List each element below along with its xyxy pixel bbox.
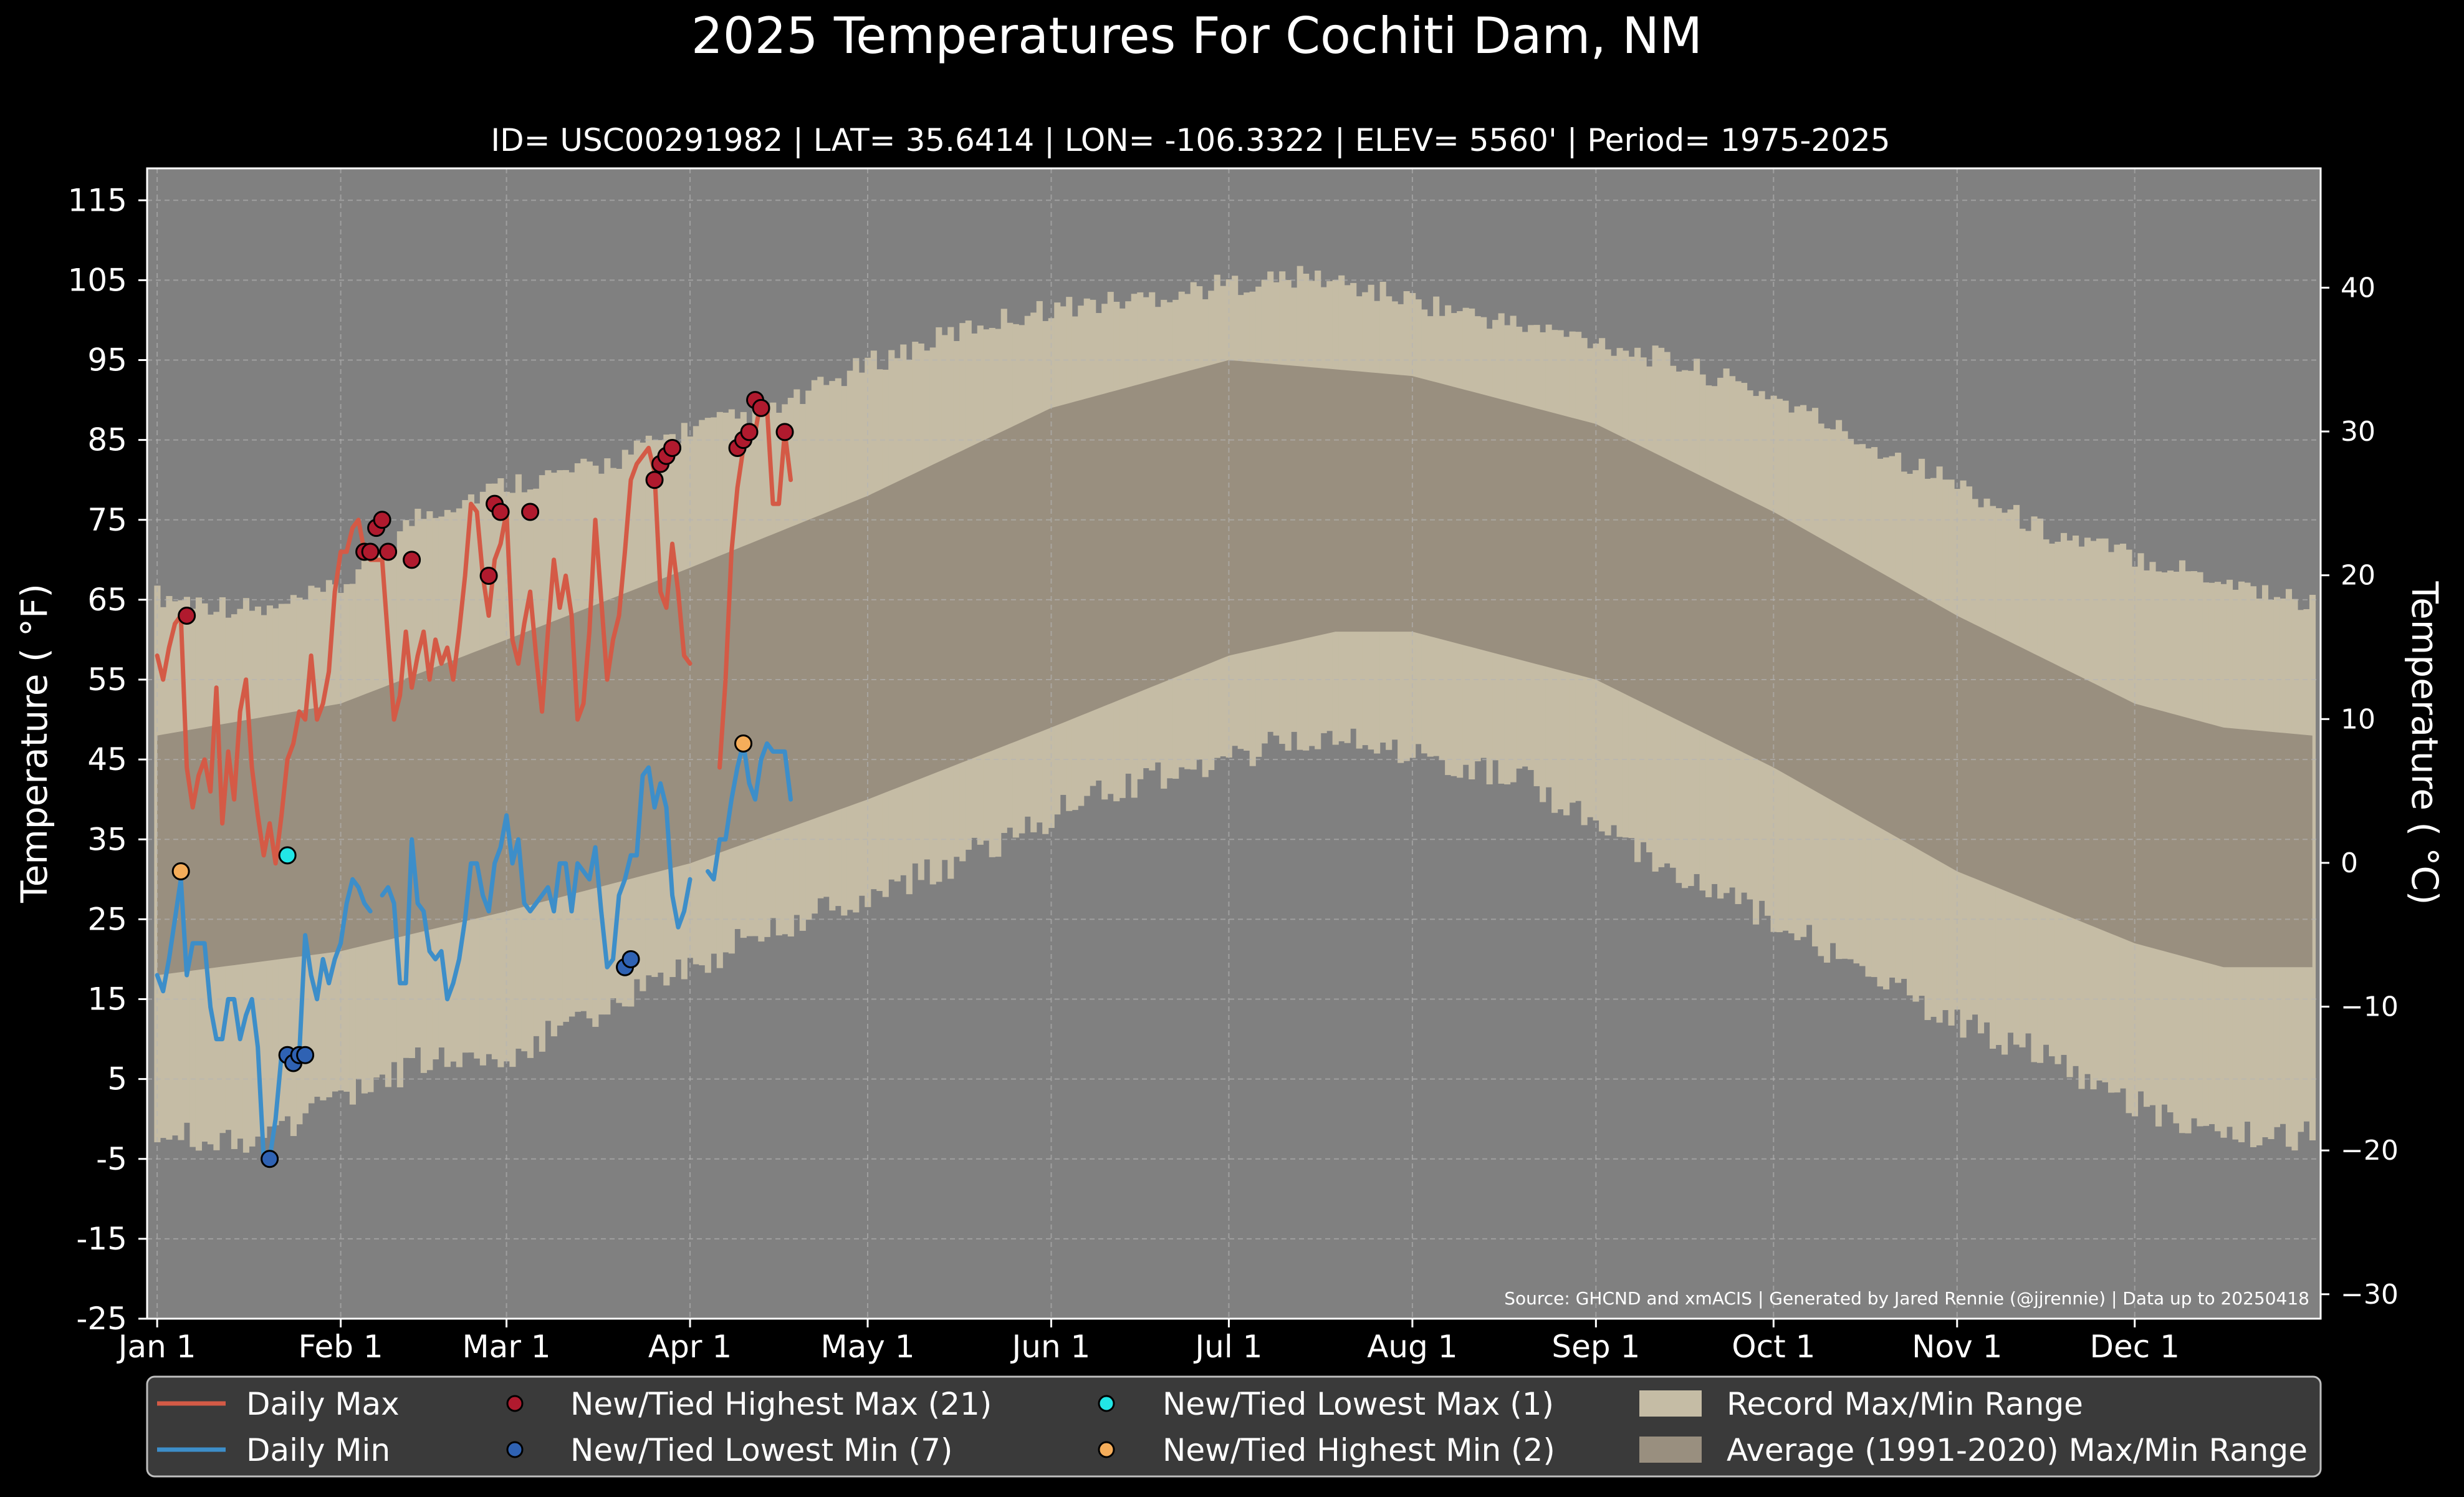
x-tick-label: Jul 1 (1193, 1329, 1262, 1365)
highest-max-marker (491, 503, 510, 521)
legend-daily-max-label: Daily Max (246, 1386, 400, 1422)
lowest-min-marker (261, 1150, 279, 1168)
right-y-axis: −30 −20 −10 0 10 20 30 40 (2321, 272, 2399, 1311)
x-axis: Jan 1 Feb 1 Mar 1 Apr 1 May 1 Jun 1 Jul 1 Aug 1… (117, 1319, 2180, 1365)
highest-max-marker (752, 398, 770, 417)
x-tick-label: Mar 1 (463, 1329, 551, 1365)
lowest-min-marker (621, 950, 640, 968)
legend-highest-min-label: New/Tied Highest Min (2) (1162, 1432, 1555, 1468)
right-tick-label: 40 (2341, 272, 2375, 304)
right-tick-label: −10 (2341, 991, 2399, 1023)
x-tick-label: Jan 1 (117, 1329, 196, 1365)
legend-highest-max-marker (506, 1395, 524, 1412)
left-tick-label: 85 (87, 422, 127, 458)
left-tick-label: -5 (96, 1141, 127, 1177)
legend-record-range-label: Record Max/Min Range (1727, 1386, 2083, 1422)
average-range-band (157, 360, 2313, 976)
left-tick-label: 5 (107, 1061, 127, 1097)
highest-max-marker (521, 503, 540, 521)
daily-min-line (706, 741, 793, 882)
left-tick-label: 65 (87, 582, 127, 618)
highest-max-marker (663, 438, 682, 457)
x-tick-label: Oct 1 (1732, 1329, 1815, 1365)
x-tick-label: Dec 1 (2090, 1329, 2180, 1365)
highest-max-marker (373, 511, 391, 529)
right-tick-label: 10 (2341, 703, 2375, 735)
legend-average-range-label: Average (1991-2020) Max/Min Range (1727, 1432, 2308, 1468)
highest-max-marker (379, 542, 398, 561)
x-tick-label: Sep 1 (1551, 1329, 1640, 1365)
highest-max-marker (403, 551, 421, 569)
highest-max-marker (361, 542, 380, 561)
left-tick-label: -25 (76, 1301, 127, 1337)
right-tick-label: 20 (2341, 560, 2375, 592)
record-markers (171, 391, 794, 1168)
highest-max-marker (645, 471, 664, 489)
left-tick-label: 115 (68, 182, 127, 218)
right-tick-label: −30 (2341, 1279, 2399, 1311)
lowest-max-marker (278, 846, 297, 865)
daily-min-line (380, 765, 693, 1001)
left-tick-label: 25 (87, 901, 127, 937)
left-y-axis: -25 -15 -5 5 15 25 35 45 55 65 75 85 95 105 115 (68, 182, 147, 1337)
right-tick-label: 0 (2341, 847, 2358, 879)
highest-max-marker (479, 566, 498, 585)
highest-max-marker (775, 423, 794, 441)
legend-lowest-min-label: New/Tied Lowest Min (7) (570, 1432, 952, 1468)
left-tick-label: -15 (76, 1221, 127, 1257)
right-tick-label: −20 (2341, 1135, 2399, 1167)
legend-record-range-swatch (1639, 1390, 1702, 1417)
right-y-axis-label: Temperature ( °C) (2404, 580, 2446, 905)
chart-title: 2025 Temperatures For Cochiti Dam, NM (691, 7, 1702, 65)
left-y-axis-label: Temperature ( °F) (13, 584, 55, 903)
x-tick-label: Jun 1 (1010, 1329, 1091, 1365)
highest-max-marker (740, 423, 759, 441)
chart-subtitle: ID= USC00291982 | LAT= 35.6414 | LON= -1… (491, 122, 1890, 158)
x-tick-label: Aug 1 (1367, 1329, 1457, 1365)
source-note: Source: GHCND and xmACIS | Generated by … (1504, 1288, 2309, 1309)
x-tick-label: Apr 1 (648, 1329, 732, 1365)
legend-highest-min-marker (1098, 1441, 1115, 1458)
legend-average-range-swatch (1639, 1437, 1702, 1463)
left-tick-label: 105 (68, 262, 127, 298)
x-tick-label: May 1 (820, 1329, 914, 1365)
highest-min-marker (171, 862, 190, 880)
legend-lowest-max-marker (1098, 1395, 1115, 1412)
left-tick-label: 75 (87, 502, 127, 538)
plot-area: Source: GHCND and xmACIS | Generated by … (146, 167, 2322, 1320)
x-tick-label: Feb 1 (298, 1329, 383, 1365)
left-tick-label: 45 (87, 741, 127, 777)
legend-highest-max-label: New/Tied Highest Max (21) (570, 1386, 992, 1422)
right-tick-label: 30 (2341, 416, 2375, 448)
plot-frame (146, 167, 2322, 1320)
legend-lowest-max-label: New/Tied Lowest Max (1) (1162, 1386, 1554, 1422)
left-tick-label: 55 (87, 662, 127, 698)
left-tick-label: 95 (87, 342, 127, 378)
legend-box (146, 1375, 2322, 1478)
left-tick-label: 35 (87, 821, 127, 857)
highest-min-marker (734, 734, 753, 753)
left-tick-label: 15 (87, 981, 127, 1018)
legend-daily-min-label: Daily Min (246, 1432, 390, 1468)
x-tick-label: Nov 1 (1912, 1329, 2002, 1365)
lowest-min-marker (296, 1046, 315, 1064)
daily-max-line (155, 445, 693, 866)
highest-max-marker (178, 607, 196, 625)
legend: Daily Max Daily Min New/Tied Highest Max… (146, 1375, 2322, 1478)
record-range-bar (2309, 595, 2316, 1140)
legend-lowest-min-marker (506, 1441, 524, 1458)
